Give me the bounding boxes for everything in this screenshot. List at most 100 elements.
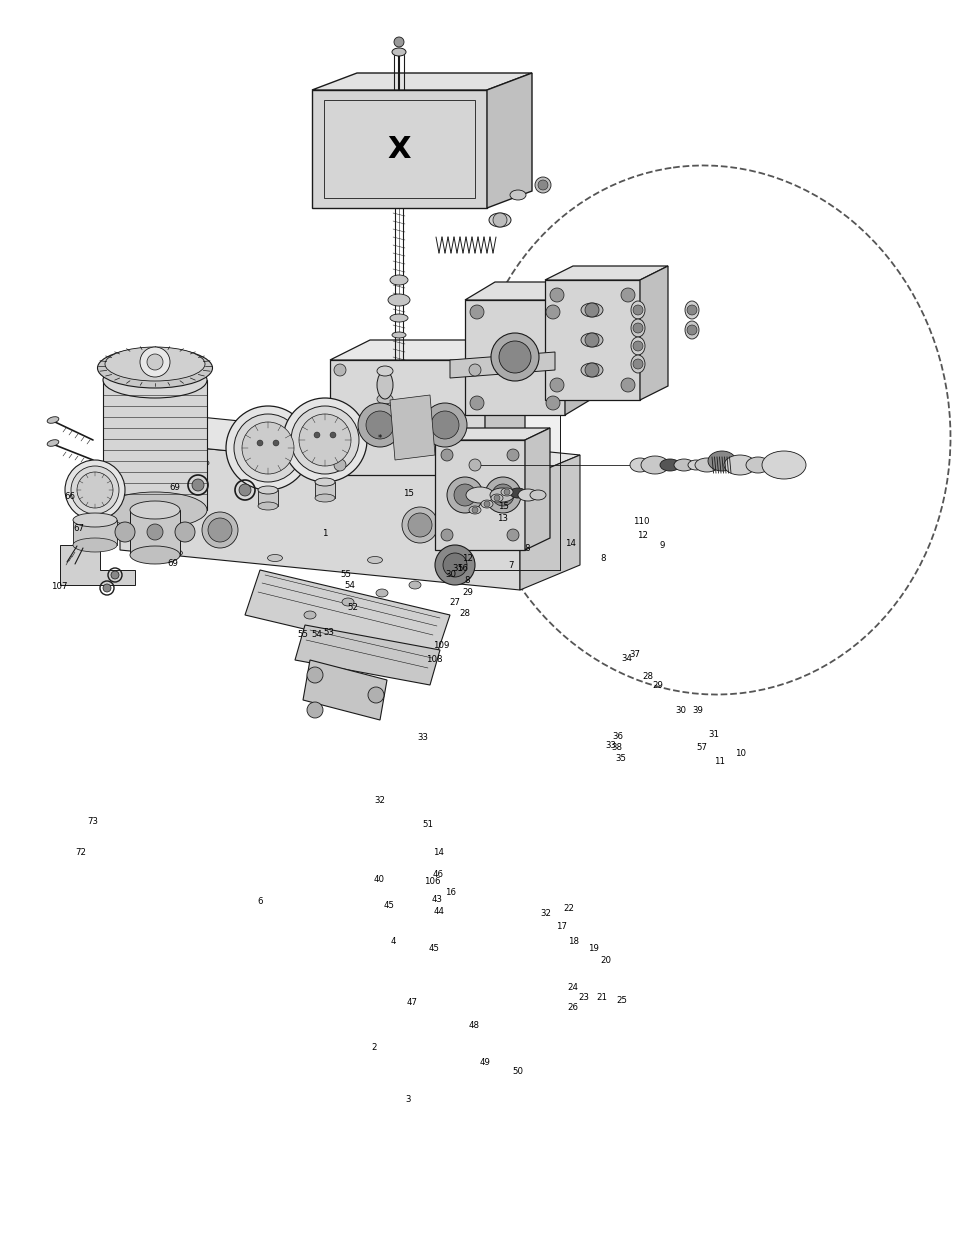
Circle shape bbox=[226, 406, 310, 490]
Text: 10: 10 bbox=[734, 748, 745, 758]
Circle shape bbox=[202, 513, 237, 548]
Ellipse shape bbox=[469, 506, 480, 514]
Ellipse shape bbox=[684, 321, 699, 338]
Text: 44: 44 bbox=[433, 906, 444, 916]
Circle shape bbox=[470, 305, 483, 319]
Polygon shape bbox=[312, 73, 532, 90]
Circle shape bbox=[65, 459, 125, 520]
Text: 20: 20 bbox=[599, 956, 611, 966]
Text: 17: 17 bbox=[556, 921, 567, 931]
Circle shape bbox=[291, 406, 358, 474]
Text: 106: 106 bbox=[423, 877, 440, 887]
Circle shape bbox=[431, 411, 458, 438]
Circle shape bbox=[71, 466, 119, 514]
Circle shape bbox=[470, 396, 483, 410]
Ellipse shape bbox=[380, 451, 398, 459]
Text: 29: 29 bbox=[461, 588, 473, 598]
Ellipse shape bbox=[745, 457, 769, 473]
Text: 4: 4 bbox=[390, 936, 395, 946]
Polygon shape bbox=[464, 282, 595, 300]
Ellipse shape bbox=[491, 494, 502, 501]
Polygon shape bbox=[464, 300, 564, 415]
Circle shape bbox=[633, 359, 642, 369]
Text: 23: 23 bbox=[578, 993, 589, 1003]
Polygon shape bbox=[60, 545, 135, 585]
Text: 69: 69 bbox=[169, 483, 180, 493]
Ellipse shape bbox=[47, 416, 59, 424]
Ellipse shape bbox=[687, 459, 703, 471]
Polygon shape bbox=[120, 440, 519, 590]
Ellipse shape bbox=[73, 538, 117, 552]
Circle shape bbox=[256, 440, 263, 446]
Polygon shape bbox=[330, 359, 484, 475]
Circle shape bbox=[686, 325, 697, 335]
Text: 34: 34 bbox=[620, 653, 632, 663]
Circle shape bbox=[550, 378, 563, 391]
Text: 37: 37 bbox=[628, 650, 639, 659]
Ellipse shape bbox=[390, 275, 408, 285]
Text: 51: 51 bbox=[421, 820, 433, 830]
Ellipse shape bbox=[695, 458, 719, 472]
Circle shape bbox=[103, 584, 111, 592]
Polygon shape bbox=[314, 482, 335, 498]
Circle shape bbox=[506, 529, 518, 541]
Ellipse shape bbox=[510, 190, 525, 200]
Text: 30: 30 bbox=[675, 705, 686, 715]
Circle shape bbox=[484, 477, 520, 513]
Circle shape bbox=[140, 347, 170, 377]
Text: 49: 49 bbox=[478, 1057, 490, 1067]
Text: 28: 28 bbox=[641, 672, 653, 682]
Text: 73: 73 bbox=[87, 816, 98, 826]
Ellipse shape bbox=[130, 501, 180, 519]
Ellipse shape bbox=[500, 488, 513, 496]
Ellipse shape bbox=[630, 301, 644, 319]
Circle shape bbox=[492, 484, 514, 506]
Polygon shape bbox=[639, 266, 667, 400]
Ellipse shape bbox=[630, 319, 644, 337]
Circle shape bbox=[469, 364, 480, 375]
Ellipse shape bbox=[630, 337, 644, 354]
Text: 36: 36 bbox=[612, 731, 623, 741]
Ellipse shape bbox=[761, 451, 805, 479]
Circle shape bbox=[435, 545, 475, 585]
Circle shape bbox=[77, 472, 112, 508]
Polygon shape bbox=[303, 659, 387, 720]
Circle shape bbox=[537, 180, 547, 190]
Text: 40: 40 bbox=[373, 874, 384, 884]
Text: 3: 3 bbox=[405, 1094, 411, 1104]
Ellipse shape bbox=[267, 555, 282, 562]
Text: 2: 2 bbox=[371, 1042, 376, 1052]
Text: 66: 66 bbox=[64, 492, 75, 501]
Text: 15: 15 bbox=[497, 501, 509, 511]
Polygon shape bbox=[294, 625, 439, 685]
Circle shape bbox=[472, 508, 477, 513]
Text: 39: 39 bbox=[691, 705, 702, 715]
Text: 107: 107 bbox=[51, 582, 68, 592]
Ellipse shape bbox=[314, 494, 335, 501]
Polygon shape bbox=[103, 380, 207, 510]
Circle shape bbox=[314, 432, 319, 438]
Text: 19: 19 bbox=[587, 944, 598, 953]
Polygon shape bbox=[73, 520, 117, 545]
Ellipse shape bbox=[530, 490, 545, 500]
Circle shape bbox=[334, 459, 346, 471]
Text: 31: 31 bbox=[707, 730, 719, 740]
Text: 32: 32 bbox=[374, 795, 385, 805]
Text: 55: 55 bbox=[340, 569, 352, 579]
Ellipse shape bbox=[640, 456, 668, 474]
Ellipse shape bbox=[673, 459, 693, 471]
Text: 8: 8 bbox=[524, 543, 530, 553]
Circle shape bbox=[174, 522, 194, 542]
Circle shape bbox=[550, 288, 563, 303]
Ellipse shape bbox=[390, 314, 408, 322]
Circle shape bbox=[498, 341, 531, 373]
Text: 54: 54 bbox=[311, 630, 322, 640]
Polygon shape bbox=[524, 429, 550, 550]
Text: 38: 38 bbox=[611, 742, 622, 752]
Ellipse shape bbox=[97, 348, 213, 388]
Ellipse shape bbox=[314, 478, 335, 487]
Text: 29: 29 bbox=[652, 680, 663, 690]
Text: 48: 48 bbox=[468, 1020, 479, 1030]
Circle shape bbox=[633, 305, 642, 315]
Circle shape bbox=[620, 378, 635, 391]
